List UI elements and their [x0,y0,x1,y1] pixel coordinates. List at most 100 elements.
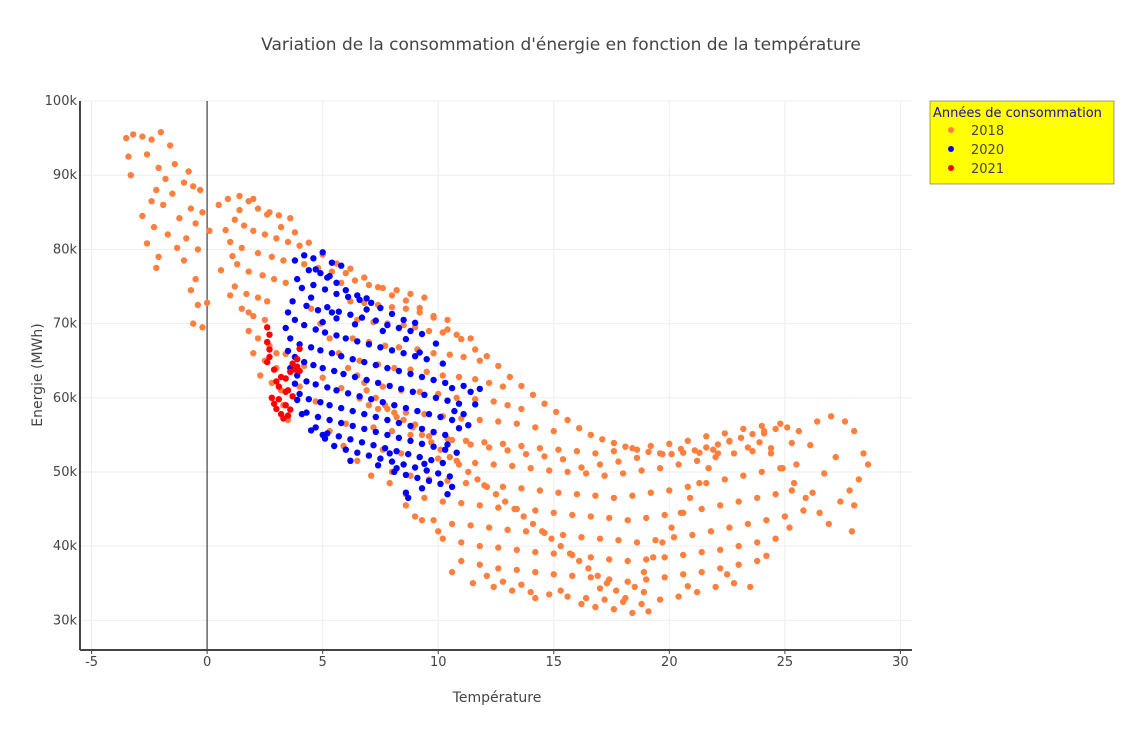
legend-marker [948,146,954,152]
data-point [321,329,329,336]
data-point [675,461,682,468]
data-point [772,535,779,542]
data-point [760,427,768,435]
data-point [314,413,322,421]
data-point [592,450,599,457]
data-point [277,373,285,381]
data-point [342,446,349,453]
data-point [767,445,775,452]
x-axis-ticks: -5 0 5 10 15 20 25 30 [85,650,909,670]
data-point [423,467,430,474]
data-point [416,309,423,316]
data-point [569,572,576,579]
data-point [596,535,604,542]
data-point [437,446,444,453]
data-point [772,491,779,498]
data-point [254,205,262,212]
data-point [150,223,158,231]
data-point [483,572,490,579]
data-point [749,448,756,455]
data-point [393,465,400,472]
data-point [342,269,349,277]
data-point [539,528,546,535]
data-point [421,410,428,418]
data-point [284,309,292,316]
data-point [368,472,375,479]
data-point [686,494,694,502]
data-point [532,424,539,431]
data-point [744,520,752,528]
data-point [275,212,282,219]
data-point [234,261,241,268]
data-point [407,290,414,298]
data-point [421,460,428,467]
data-point [587,574,594,581]
data-point [432,340,440,347]
data-point [379,327,386,335]
data-point [379,383,386,390]
data-point [564,468,571,476]
data-point [324,304,331,311]
data-point [287,215,294,222]
data-point [259,272,266,279]
data-point [624,557,631,565]
data-point [476,357,483,364]
data-point [448,436,456,444]
data-point [453,449,460,456]
data-point [721,476,728,483]
legend-label[interactable]: 2020 [971,143,1004,158]
data-point [643,576,650,583]
data-point [624,578,631,585]
data-point [282,402,289,409]
data-point [328,350,336,357]
data-point [324,384,331,391]
data-point [374,462,382,469]
data-point [317,269,324,277]
data-point [594,572,601,579]
data-point [448,384,456,392]
data-point [254,335,262,342]
data-point [349,335,356,342]
data-point [730,580,738,587]
data-point [312,398,319,405]
data-point [407,431,414,439]
data-point [374,379,382,387]
data-point [795,427,802,435]
data-point [268,394,275,401]
data-point [576,557,583,565]
data-point [335,433,342,440]
data-point [386,479,393,487]
data-point [638,600,645,608]
data-point [266,353,273,361]
data-point [231,283,238,290]
data-point [749,430,756,438]
data-point [264,298,271,305]
data-point [148,198,155,205]
data-point [331,367,338,375]
data-point [633,539,641,546]
data-point [284,412,292,419]
data-point [395,324,403,332]
data-point [328,309,336,316]
data-point [444,397,451,404]
data-point [587,554,594,561]
data-point [504,447,511,454]
data-point [338,279,345,286]
legend-marker [948,127,954,133]
data-point [331,442,338,450]
legend-label[interactable]: 2018 [971,124,1004,139]
data-point [809,489,816,496]
data-point [569,511,576,519]
data-point [566,550,574,557]
data-point [358,439,366,446]
data-point [472,346,479,353]
data-point [423,356,430,363]
data-point [340,370,347,378]
data-point [460,410,467,418]
data-point [418,431,426,439]
data-point [807,442,814,449]
legend-label[interactable]: 2021 [971,162,1004,177]
data-point [374,405,382,413]
data-point [289,360,296,367]
data-point [139,212,146,220]
